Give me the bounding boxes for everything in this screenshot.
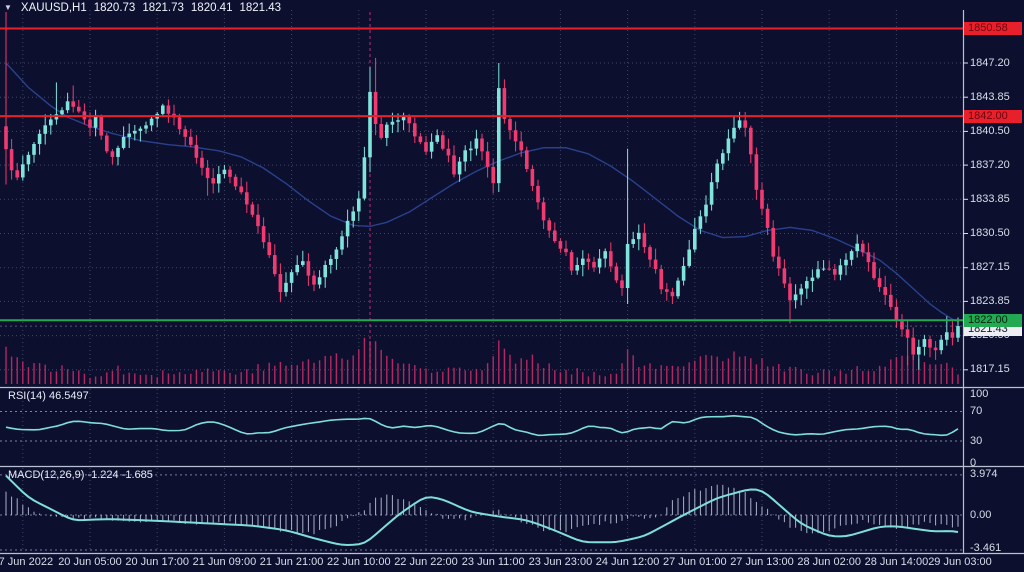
price-tick: 1843.85 (970, 90, 1010, 103)
price-tick: 1823.85 (970, 294, 1010, 307)
time-label: 21 Jun 09:00 (192, 556, 257, 568)
time-label: 22 Jun 10:00 (326, 556, 391, 568)
price-tick: 1837.20 (970, 158, 1010, 171)
ohlc-open: 1820.73 (93, 1, 136, 14)
time-label: 23 Jun 11:00 (461, 556, 525, 568)
price-level-badge-1842: 1842.00 (964, 109, 1022, 123)
time-label: 17 Jun 2022 (0, 556, 54, 568)
macd-tick: -3.461 (970, 541, 1002, 554)
symbol-timeframe-label[interactable]: XAUUSD,H1 (20, 1, 87, 14)
time-label: 28 Jun 02:00 (797, 556, 861, 568)
time-label: 23 Jun 23:00 (528, 556, 593, 568)
rsi-tick: 70 (970, 405, 983, 417)
rsi-tick: 30 (970, 434, 983, 447)
time-label: 20 Jun 17:00 (125, 556, 189, 568)
symbol-dropdown-icon[interactable]: ▼ (4, 3, 12, 12)
price-tick: 1847.20 (970, 56, 1010, 69)
rsi-tick: 100 (970, 387, 989, 400)
time-label: 21 Jun 21:00 (259, 556, 324, 568)
price-tick: 1830.50 (970, 227, 1010, 239)
macd-tick: 3.974 (970, 468, 998, 481)
ohlc-low: 1820.41 (190, 1, 233, 14)
ohlc-close: 1821.43 (239, 1, 282, 14)
macd-tick: 0.00 (970, 508, 992, 521)
time-label: 27 Jun 13:00 (730, 556, 794, 568)
time-label: 22 Jun 22:00 (394, 556, 458, 568)
time-label: 28 Jun 14:00 (864, 556, 929, 568)
time-label: 27 Jun 01:00 (662, 556, 727, 568)
price-tick: 1817.15 (970, 363, 1010, 376)
chart-header: ▼ XAUUSD,H1 1820.73 1821.73 1820.41 1821… (4, 0, 281, 15)
price-tick: 1840.50 (970, 124, 1010, 137)
price-tick: 1833.85 (970, 192, 1010, 205)
price-tick: 1827.15 (970, 261, 1010, 274)
macd-indicator-label: MACD(12,26,9) -1.224 -1.685 (8, 469, 153, 481)
price-level-badge-1850: 1850.58 (964, 21, 1022, 35)
time-label: 24 Jun 12:00 (595, 556, 660, 568)
time-label: 20 Jun 05:00 (58, 556, 122, 568)
time-label: 29 Jun 03:00 (928, 556, 992, 568)
ohlc-high: 1821.73 (142, 1, 184, 14)
rsi-tick: 0 (970, 456, 977, 469)
price-level-badge-1822: 1822.00 (964, 313, 1022, 327)
rsi-indicator-label: RSI(14) 46.5497 (8, 390, 89, 402)
